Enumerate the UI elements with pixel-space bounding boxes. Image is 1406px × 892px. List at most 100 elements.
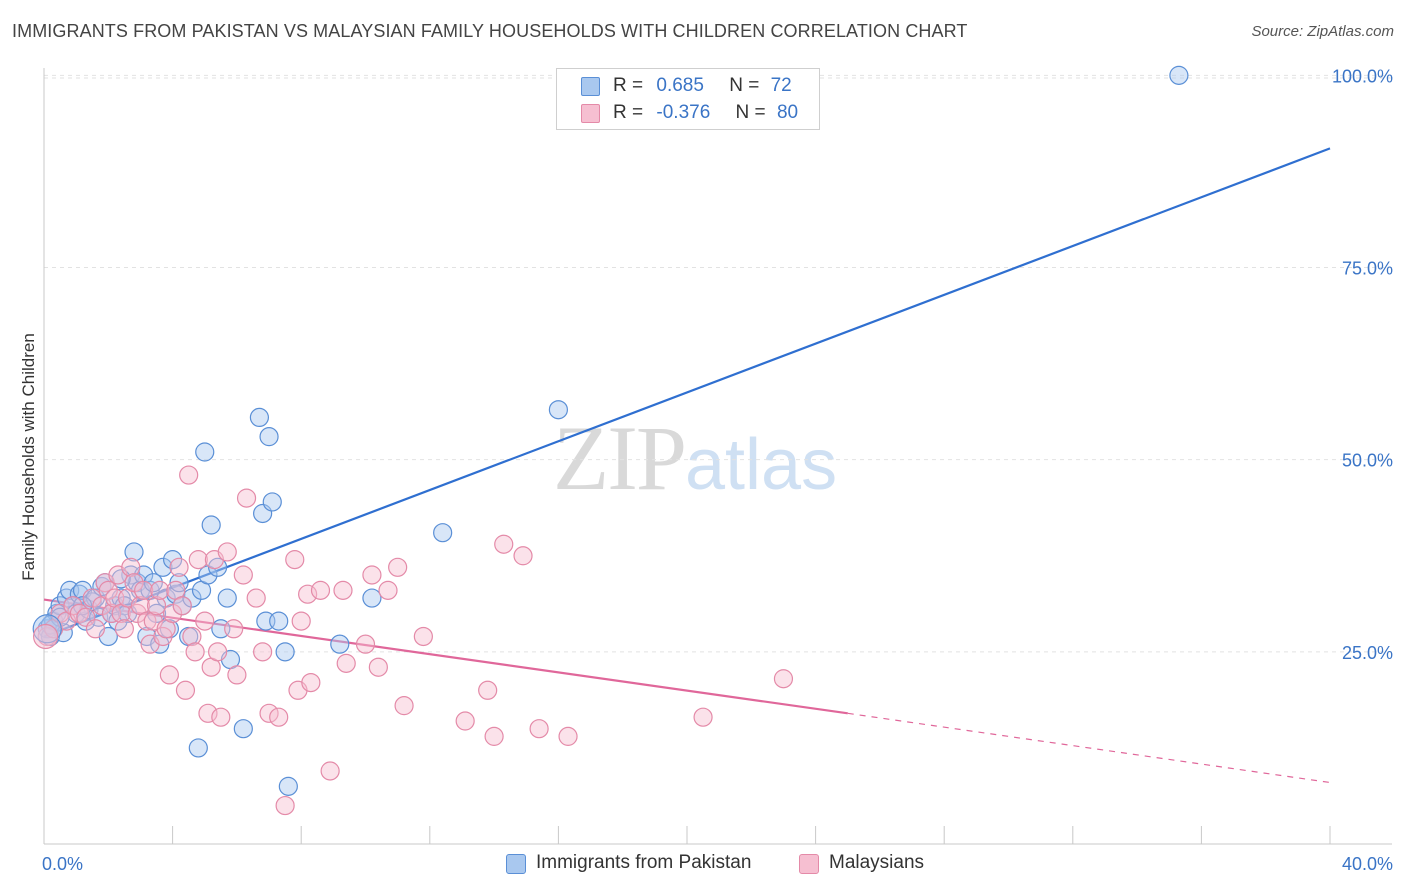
- point-pakistan-49: [201, 515, 221, 535]
- grid-lines: [44, 74, 1392, 653]
- point-malaysians-72: [455, 711, 475, 731]
- point-malaysians-54: [269, 707, 289, 727]
- point-malaysians-51: [246, 588, 266, 608]
- chart-title: IMMIGRANTS FROM PAKISTAN VS MALAYSIAN FA…: [12, 21, 968, 41]
- point-pakistan-47: [195, 442, 215, 462]
- point-pakistan-61: [275, 642, 295, 662]
- x-tick-label-0: 0.0%: [42, 854, 83, 874]
- point-malaysians-45: [211, 707, 231, 727]
- point-malaysians-22: [134, 580, 154, 600]
- legend-r-label: R =: [613, 75, 644, 96]
- point-malaysians-64: [336, 653, 356, 673]
- point-malaysians-70: [394, 696, 414, 716]
- point-malaysians-34: [172, 596, 192, 616]
- trend-line-malaysians: [43, 598, 848, 715]
- point-malaysians-53: [259, 703, 279, 723]
- y-tick-label-3: 100.0%: [1332, 66, 1393, 86]
- y-tick-label-1: 50.0%: [1342, 451, 1393, 471]
- point-pakistan-63: [330, 634, 350, 654]
- point-malaysians-59: [298, 584, 318, 604]
- point-pakistan-41: [169, 573, 189, 593]
- point-malaysians-50: [236, 488, 257, 508]
- point-malaysians-55: [275, 795, 295, 816]
- point-malaysians-56: [285, 550, 305, 570]
- legend-n-label: N =: [729, 75, 760, 96]
- point-malaysians-37: [182, 626, 202, 647]
- point-malaysians-23: [137, 611, 157, 631]
- point-malaysians-52: [253, 642, 273, 662]
- tick-labels: 25.0% 50.0% 75.0% 100.0% 0.0% 40.0%: [42, 66, 1393, 874]
- series-name-pakistan: Immigrants from Pakistan: [536, 852, 752, 873]
- trend-line-malaysians-extension: [847, 712, 1331, 784]
- point-malaysians-20: [127, 603, 147, 624]
- point-malaysians-28: [153, 626, 173, 647]
- point-pakistan-64: [362, 588, 382, 608]
- point-pakistan-60: [269, 611, 289, 631]
- y-tick-label-0: 25.0%: [1342, 643, 1393, 663]
- point-malaysians-16: [114, 619, 134, 639]
- point-malaysians-30: [159, 665, 179, 685]
- point-malaysians-71: [413, 626, 433, 647]
- watermark: ZIPatlas: [553, 405, 837, 511]
- y-tick-label-2: 75.0%: [1342, 259, 1393, 279]
- point-malaysians-62: [320, 761, 340, 781]
- legend-n-value-malaysians: 80: [776, 102, 799, 123]
- point-malaysians-47: [224, 619, 244, 639]
- point-malaysians-35: [175, 680, 196, 700]
- legend-r-label: R =: [613, 102, 644, 123]
- point-malaysians-74: [484, 726, 504, 746]
- point-pakistan-50: [208, 557, 228, 577]
- point-pakistan-39: [163, 550, 183, 570]
- point-pakistan-27: [124, 542, 144, 562]
- point-malaysians-68: [378, 580, 398, 600]
- point-malaysians-19: [124, 573, 144, 593]
- legend-r-value-malaysians: -0.376: [656, 102, 711, 123]
- point-malaysians-61: [310, 580, 331, 600]
- point-malaysians-38: [185, 642, 205, 662]
- series-swatch-pakistan: [506, 854, 526, 874]
- point-malaysians-66: [362, 565, 382, 585]
- point-malaysians-41: [198, 703, 218, 723]
- point-malaysians-26: [146, 596, 167, 616]
- point-malaysians-75: [494, 534, 514, 554]
- correlation-legend: R = 0.685 N = 72 R = -0.376 N = 80: [556, 68, 820, 130]
- point-malaysians-76: [513, 546, 533, 566]
- point-malaysians-78: [558, 726, 578, 746]
- point-pakistan-67: [1169, 65, 1189, 85]
- point-pakistan-59: [262, 492, 282, 512]
- legend-n-label: N =: [735, 102, 766, 123]
- point-pakistan-54: [233, 719, 253, 739]
- point-malaysians-44: [208, 642, 228, 662]
- point-pakistan-58: [259, 427, 279, 447]
- point-pakistan-62: [278, 776, 298, 796]
- point-malaysians-63: [333, 580, 353, 600]
- point-malaysians-58: [291, 611, 311, 631]
- point-malaysians-18: [121, 557, 141, 577]
- data-points: [32, 65, 1189, 816]
- point-malaysians-65: [355, 634, 376, 654]
- trend-line-pakistan: [43, 147, 1331, 638]
- x-tick-label-1: 40.0%: [1342, 854, 1393, 874]
- point-pakistan-33: [143, 573, 163, 593]
- point-malaysians-69: [388, 557, 408, 577]
- point-malaysians-7: [82, 588, 102, 608]
- point-pakistan-34: [146, 603, 167, 624]
- axes: [43, 68, 1392, 845]
- legend-swatch-pakistan: [581, 77, 600, 96]
- point-pakistan-65: [433, 523, 453, 543]
- point-malaysians-12: [101, 603, 122, 624]
- point-malaysians-79: [693, 707, 713, 727]
- point-pakistan-55: [249, 407, 270, 428]
- trend-lines: [43, 147, 1331, 784]
- point-malaysians-73: [478, 680, 498, 700]
- point-malaysians-33: [169, 557, 189, 577]
- point-malaysians-80: [773, 669, 794, 689]
- point-malaysians-67: [368, 657, 388, 677]
- series-name-malaysians: Malaysians: [829, 852, 925, 873]
- point-malaysians-36: [179, 465, 199, 485]
- point-malaysians-77: [529, 719, 549, 739]
- point-malaysians-49: [233, 565, 253, 585]
- point-malaysians-40: [195, 611, 215, 631]
- watermark-atlas: atlas: [685, 425, 838, 505]
